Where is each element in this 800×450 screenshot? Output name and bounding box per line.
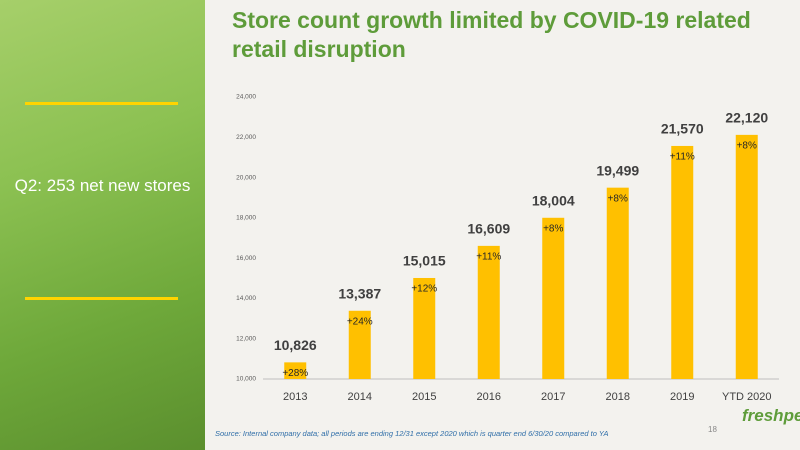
x-tick-label: 2014 [348,391,372,403]
growth-label: +11% [670,152,695,163]
logo: freshpet [742,406,800,425]
x-tick-label: YTD 2020 [722,391,772,403]
bar [735,134,758,379]
x-tick-label: 2016 [477,391,501,403]
value-label: 18,004 [532,192,575,208]
value-label: 10,826 [274,337,317,353]
value-label: 21,570 [661,121,704,137]
y-tick-label: 20,000 [236,174,256,181]
sidebar-text: Q2: 253 net new stores [14,176,191,195]
x-tick-label: 2018 [606,391,630,403]
growth-label: +28% [282,368,308,379]
growth-label: +11% [476,252,501,263]
y-tick-label: 12,000 [236,335,256,342]
value-label: 22,120 [725,110,768,126]
growth-label: +24% [347,316,373,327]
sidebar: Q2: 253 net new stores [0,0,205,450]
value-label: 19,499 [596,162,639,178]
x-tick-label: 2017 [541,391,565,403]
value-label: 16,609 [467,221,510,237]
x-tick-label: 2015 [412,391,436,403]
chart-title: Store count growth limited by COVID-19 r… [232,7,751,62]
x-tick-label: 2013 [283,391,307,403]
y-tick-label: 16,000 [236,255,256,262]
source-note: Source: Internal company data; all perio… [215,429,609,438]
growth-label: +8% [543,223,563,234]
bar [671,145,694,379]
y-tick-label: 22,000 [236,134,256,141]
growth-label: +8% [737,141,757,152]
bar [284,362,307,379]
y-tick-label: 18,000 [236,215,256,222]
value-label: 15,015 [403,253,446,269]
bar [606,187,629,379]
bar [413,277,436,379]
divider [25,297,178,300]
page-number: 18 [708,425,717,434]
bar [348,310,371,379]
y-tick-label: 14,000 [236,295,256,302]
y-tick-label: 24,000 [236,94,256,101]
value-label: 13,387 [338,285,381,301]
bar [542,217,565,379]
x-tick-label: 2019 [670,391,694,403]
divider [25,102,178,105]
growth-label: +12% [411,284,437,295]
y-tick-label: 10,000 [236,376,256,383]
growth-label: +8% [608,193,628,204]
bar [477,245,500,379]
